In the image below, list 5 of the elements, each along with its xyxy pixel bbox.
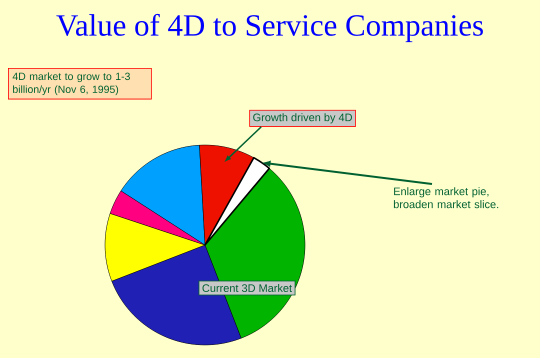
slice-label: Growth driven by 4D xyxy=(253,113,352,124)
text: 4D market to grow to 1-3 billion/yr (Nov 6, 1995) xyxy=(12,72,130,96)
chart-title: Value of 4D to Service Companies xyxy=(56,14,483,42)
text: Enlarge market pie, broaden market slice. xyxy=(394,187,498,208)
text: Current 3D Market xyxy=(202,284,292,292)
